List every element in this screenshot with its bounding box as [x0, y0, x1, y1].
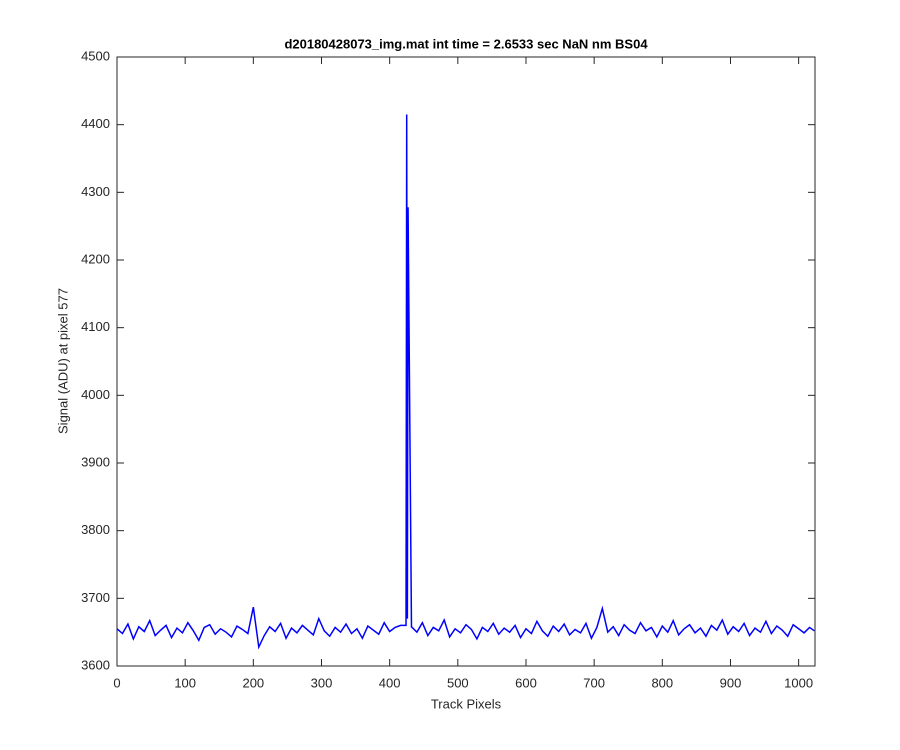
- y-tick-label: 3700: [81, 590, 110, 605]
- x-tick-label: 500: [447, 675, 469, 690]
- x-tick-label: 600: [515, 675, 537, 690]
- y-tick-label: 4000: [81, 387, 110, 402]
- plot-box: [116, 56, 816, 667]
- chart-title: d20180428073_img.mat int time = 2.6533 s…: [284, 36, 648, 51]
- y-tick-label: 4200: [81, 251, 110, 266]
- x-tick-label: 800: [651, 675, 673, 690]
- data-line: [116, 114, 815, 650]
- x-tick-label: 0: [113, 675, 120, 690]
- x-tick-label: 300: [311, 675, 333, 690]
- x-tick-label: 900: [720, 675, 742, 690]
- y-tick-label: 3800: [81, 522, 110, 537]
- x-tick-label: 700: [583, 675, 605, 690]
- y-tick-label: 3600: [81, 657, 110, 672]
- x-tick-label: 1000: [784, 675, 813, 690]
- x-axis-label: Track Pixels: [431, 696, 502, 711]
- y-tick-label: 4300: [81, 184, 110, 199]
- y-tick-label: 4100: [81, 319, 110, 334]
- x-tick-label: 200: [242, 675, 264, 690]
- x-tick-label: 100: [174, 675, 196, 690]
- y-tick-label: 4400: [81, 116, 110, 131]
- y-tick-label: 4500: [81, 48, 110, 63]
- y-tick-label: 3900: [81, 454, 110, 469]
- x-tick-label: 400: [379, 675, 401, 690]
- y-axis-label: Signal (ADU) at pixel 577: [55, 288, 70, 434]
